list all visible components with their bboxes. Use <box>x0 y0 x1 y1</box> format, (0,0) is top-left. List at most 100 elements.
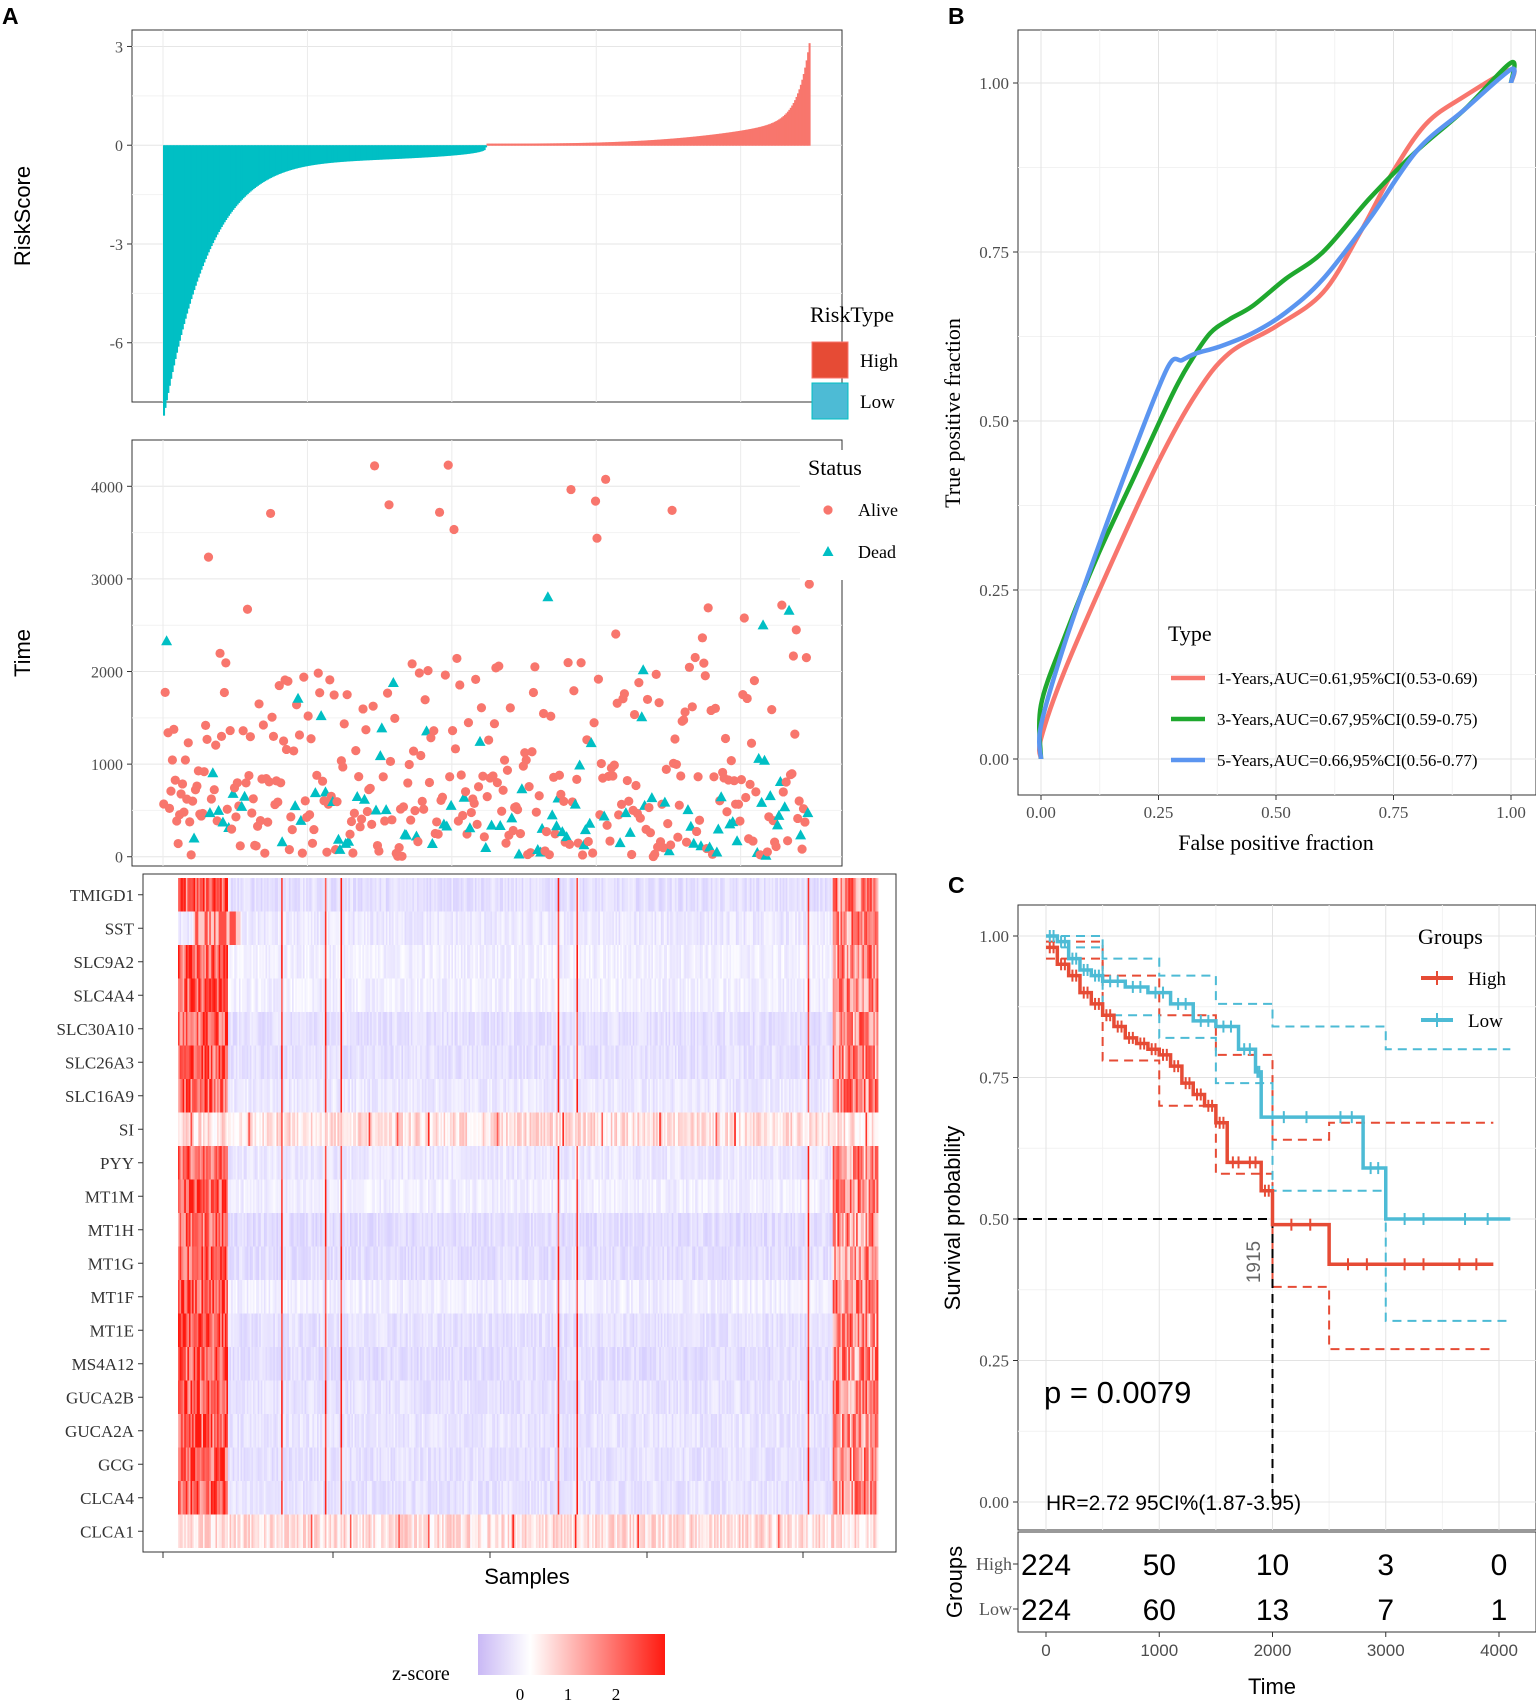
heatmap-cell <box>274 1012 277 1046</box>
heatmap-cell <box>338 978 341 1012</box>
heatmap-cell <box>490 1012 493 1046</box>
heatmap-cell <box>285 945 288 979</box>
heatmap-cell <box>615 1012 618 1046</box>
heatmap-cell <box>307 1012 310 1046</box>
risk-bar <box>571 143 574 146</box>
heatmap-cell <box>367 1045 370 1079</box>
heatmap-cell <box>263 978 266 1012</box>
risk-ylabel: RiskScore <box>10 166 35 266</box>
heatmap-cell <box>190 1045 193 1079</box>
heatmap-cell <box>742 1012 745 1046</box>
heatmap-cell <box>213 1146 216 1180</box>
heatmap-cell <box>488 1012 491 1046</box>
heatmap-cell <box>453 878 455 912</box>
heatmap-cell <box>543 1012 546 1046</box>
time-point-alive <box>745 779 755 789</box>
risk-bar <box>619 141 622 146</box>
heatmap-cell <box>520 1079 523 1113</box>
heatmap-cell <box>785 1012 788 1046</box>
heatmap-cell <box>403 1079 405 1113</box>
heatmap-cell <box>699 878 702 912</box>
risk-bar <box>577 142 580 146</box>
heatmap-cell <box>238 878 241 912</box>
heatmap-cell <box>870 978 873 1012</box>
heatmap-cell <box>584 1112 587 1146</box>
heatmap-cell <box>440 1079 443 1113</box>
heatmap-cell <box>773 1112 776 1146</box>
heatmap-cell <box>676 1045 679 1079</box>
risk-bar <box>187 145 190 309</box>
heatmap-cell <box>784 1146 787 1180</box>
heatmap-cell <box>504 978 507 1012</box>
heatmap-cell <box>388 878 391 912</box>
heatmap-cell <box>195 978 198 1012</box>
heatmap-cell <box>728 911 730 945</box>
heatmap-cell <box>787 1012 790 1046</box>
time-point-alive <box>273 797 283 807</box>
heatmap-cell <box>670 1045 673 1079</box>
heatmap-cell <box>531 1045 534 1079</box>
heatmap-cell <box>553 1079 555 1113</box>
heatmap-cell <box>262 1146 265 1180</box>
heatmap-cell <box>613 911 616 945</box>
heatmap-cell <box>442 1146 445 1180</box>
time-point-alive <box>527 747 537 757</box>
risk-bar <box>772 122 775 146</box>
heatmap-cell <box>398 911 401 945</box>
heatmap-cell <box>267 978 270 1012</box>
heatmap-cell <box>338 1146 341 1180</box>
heatmap-cell <box>187 1045 190 1079</box>
heatmap-cell <box>845 945 848 979</box>
heatmap-cell <box>460 945 463 979</box>
heatmap-cell <box>720 1079 723 1113</box>
heatmap-cell <box>374 1146 377 1180</box>
risk-bar <box>311 145 314 166</box>
heatmap-cell <box>631 945 634 979</box>
heatmap-cell <box>806 1045 809 1079</box>
heatmap-cell <box>868 945 871 979</box>
heatmap-cell <box>543 978 546 1012</box>
heatmap-cell <box>782 911 785 945</box>
heatmap-cell <box>576 878 579 912</box>
heatmap-cell <box>760 1012 763 1046</box>
heatmap-cell <box>217 1079 220 1113</box>
heatmap-cell <box>379 1012 382 1046</box>
risk-bar <box>336 145 339 163</box>
heatmap-cell <box>698 1146 701 1180</box>
heatmap-cell <box>853 1112 855 1146</box>
heatmap-cell <box>653 1045 655 1079</box>
heatmap-cell <box>853 1045 855 1079</box>
heatmap-cell <box>635 945 638 979</box>
heatmap-cell <box>457 1079 460 1113</box>
heatmap-cell <box>303 945 305 979</box>
time-point-dead <box>474 735 486 746</box>
heatmap-cell <box>182 945 185 979</box>
heatmap-cell <box>748 1112 751 1146</box>
heatmap-cell <box>865 878 868 912</box>
heatmap-cell <box>757 1079 760 1113</box>
heatmap-cell <box>698 1045 701 1079</box>
heatmap-cell <box>695 945 698 979</box>
heatmap-cell <box>640 1146 643 1180</box>
heatmap-cell <box>424 1112 427 1146</box>
risk-bar <box>355 145 358 161</box>
time-point-alive <box>497 806 507 816</box>
heatmap-cell <box>763 1012 766 1046</box>
heatmap-cell <box>870 878 873 912</box>
heatmap-cell <box>482 878 485 912</box>
time-point-alive <box>317 776 328 786</box>
heatmap-cell <box>587 978 590 1012</box>
heatmap-cell <box>543 1079 546 1113</box>
heatmap-cell <box>515 1146 518 1180</box>
heatmap-cell <box>592 911 595 945</box>
heatmap-cell <box>768 1045 771 1079</box>
heatmap-cell <box>335 911 338 945</box>
heatmap-cell <box>429 945 432 979</box>
heatmap-cell <box>376 1012 379 1046</box>
heatmap-cell <box>437 978 440 1012</box>
heatmap-cell <box>623 1079 626 1113</box>
heatmap-cell <box>707 1045 710 1079</box>
heatmap-cell <box>254 878 257 912</box>
heatmap-cell <box>834 1146 837 1180</box>
time-point-alive <box>479 832 489 842</box>
